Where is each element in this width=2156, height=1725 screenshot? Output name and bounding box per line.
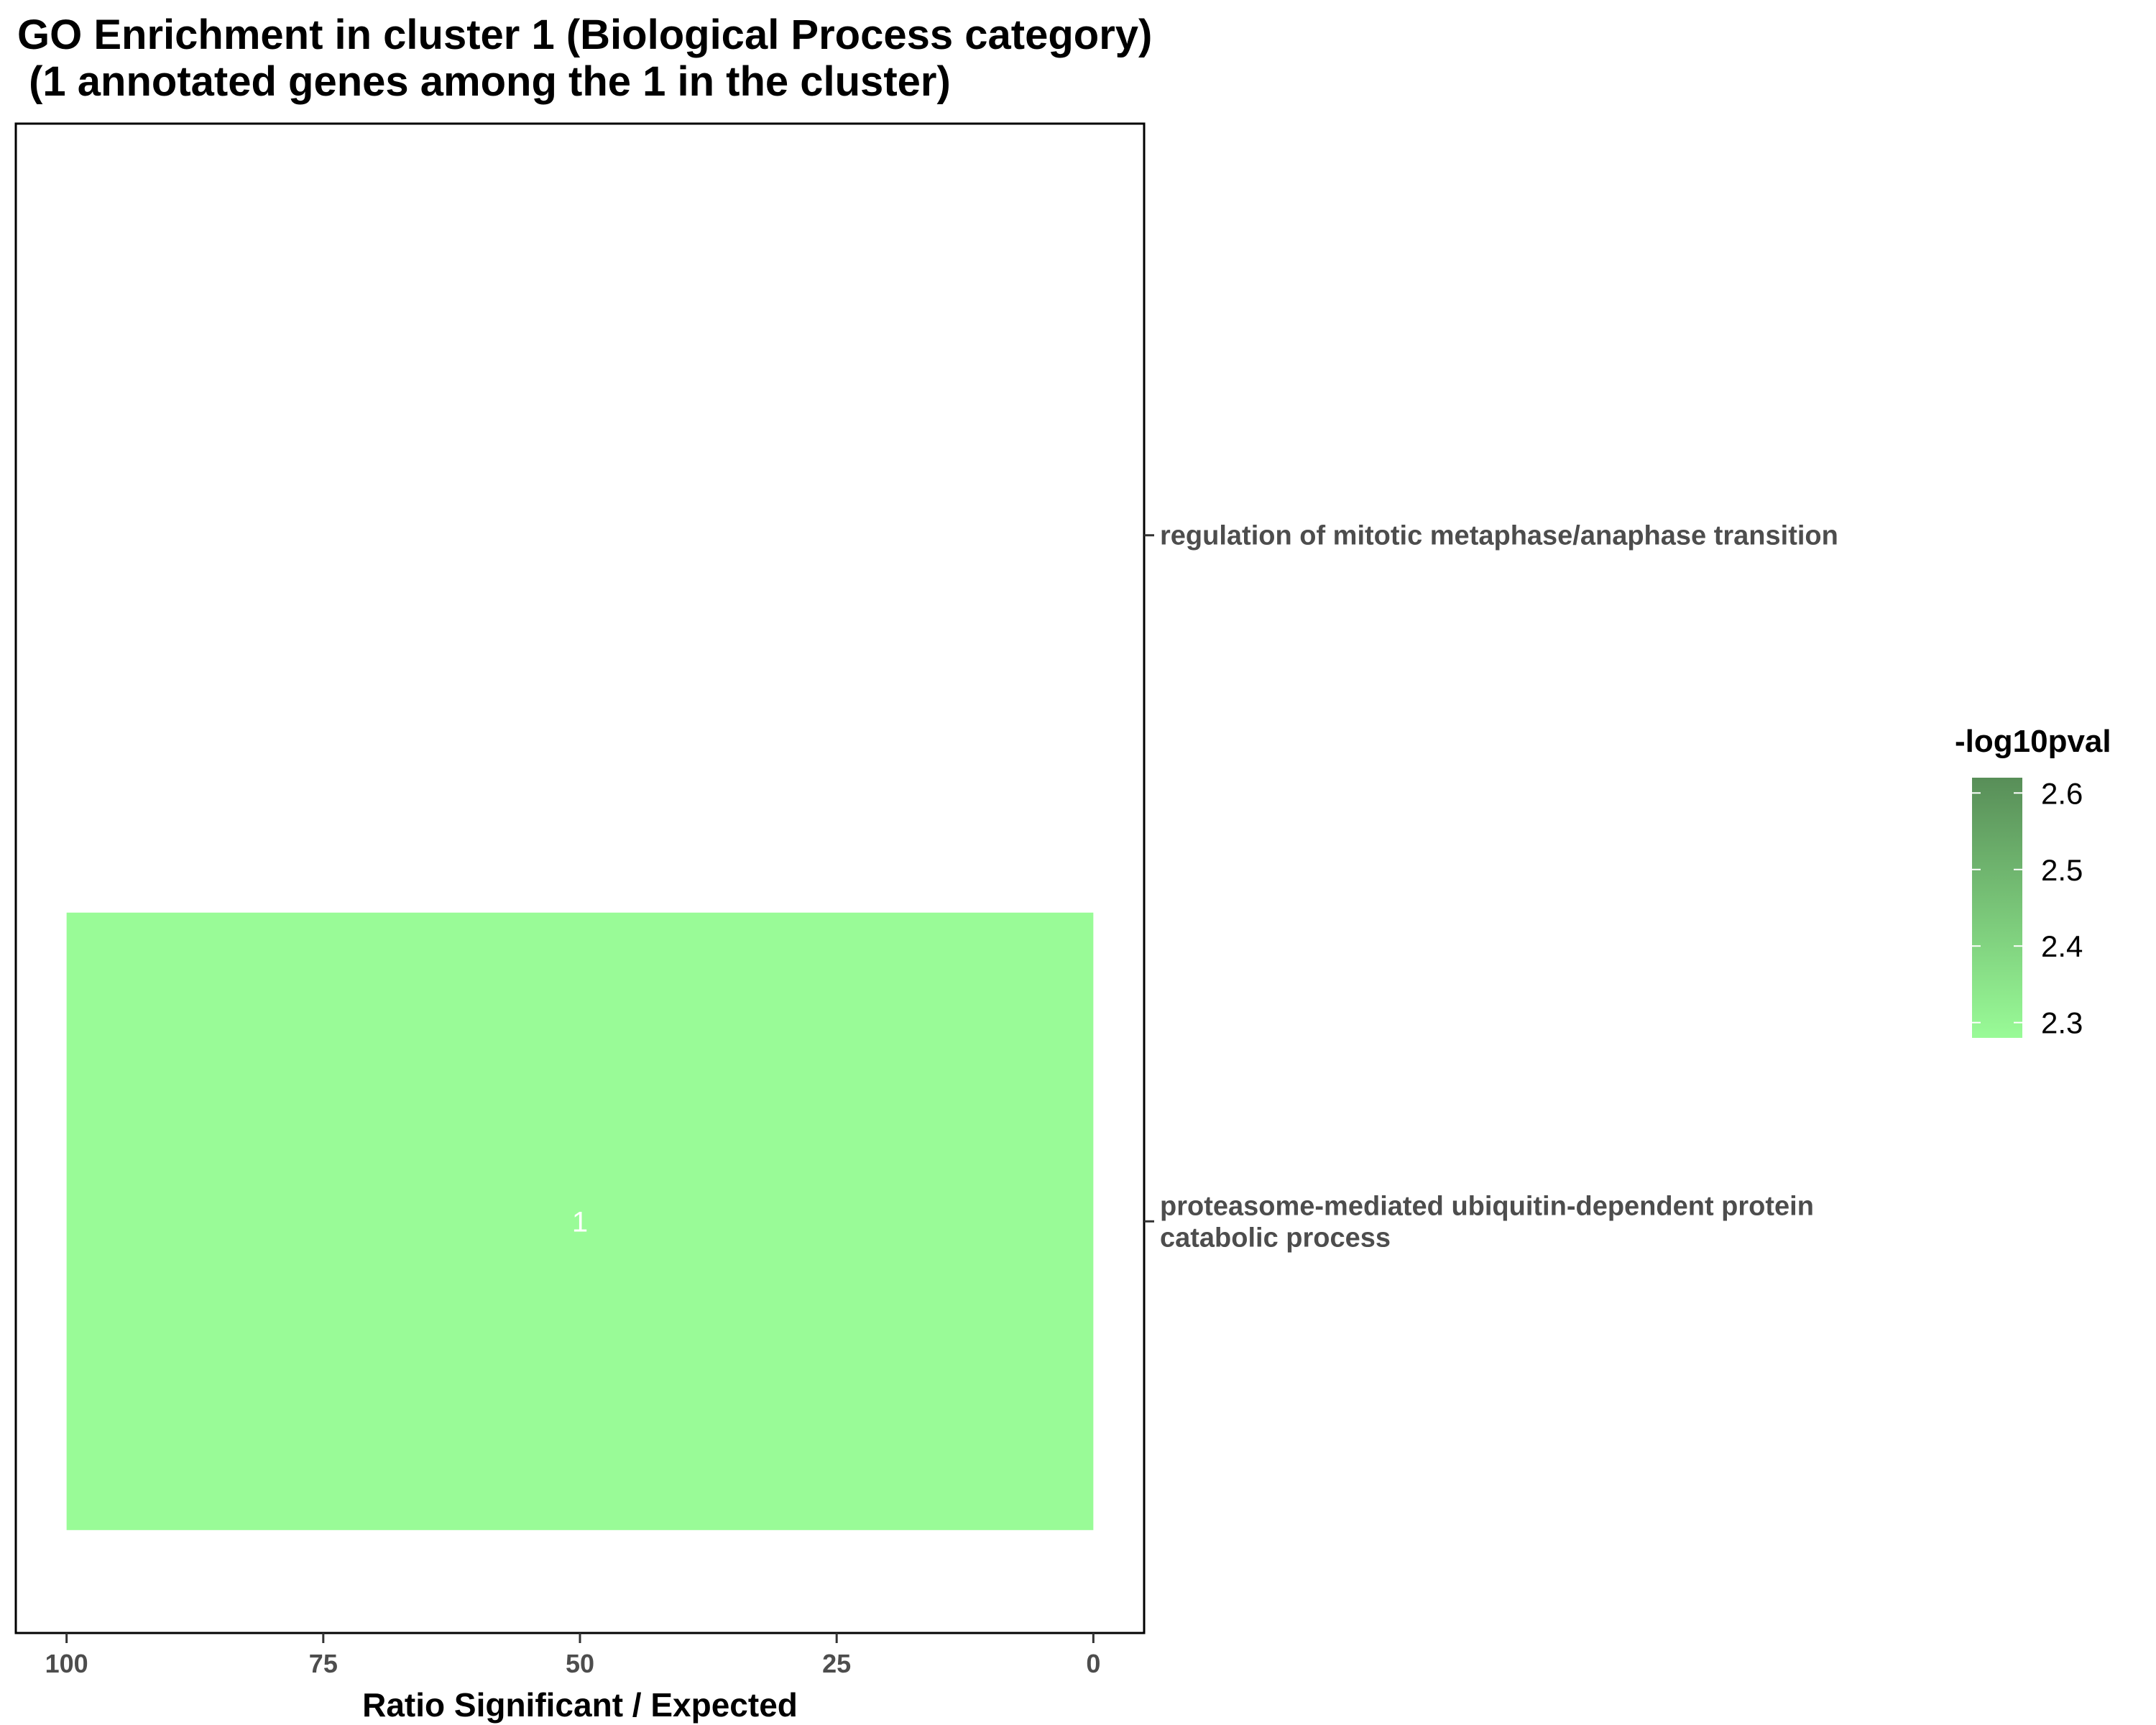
legend-label-2: 2.4 — [2041, 929, 2083, 963]
legend-title: -log10pval — [1955, 724, 2111, 759]
x-tick-label-3: 25 — [822, 1649, 851, 1678]
y-label-0-0: regulation of mitotic metaphase/anaphase… — [1160, 521, 1838, 551]
bar-1 — [66, 912, 1094, 1530]
legend-label-0: 2.6 — [2041, 776, 2083, 810]
bar-label-1: 1 — [572, 1206, 588, 1238]
chart-title-line-2: (1 annotated genes among the 1 in the cl… — [17, 58, 951, 105]
legend-colorbar — [1972, 778, 2022, 1038]
x-tick-label-4: 0 — [1086, 1649, 1100, 1678]
legend-label-3: 2.3 — [2041, 1006, 2083, 1040]
x-axis-title: Ratio Significant / Expected — [362, 1686, 798, 1724]
y-label-1-1: catabolic process — [1160, 1223, 1391, 1253]
chart-title-line-1: GO Enrichment in cluster 1 (Biological P… — [17, 12, 1153, 58]
x-tick-label-2: 50 — [566, 1649, 594, 1678]
x-tick-label-1: 75 — [309, 1649, 338, 1678]
legend-label-1: 2.5 — [2041, 853, 2083, 887]
y-label-1-0: proteasome-mediated ubiquitin-dependent … — [1160, 1191, 1814, 1221]
x-tick-label-0: 100 — [45, 1649, 88, 1678]
